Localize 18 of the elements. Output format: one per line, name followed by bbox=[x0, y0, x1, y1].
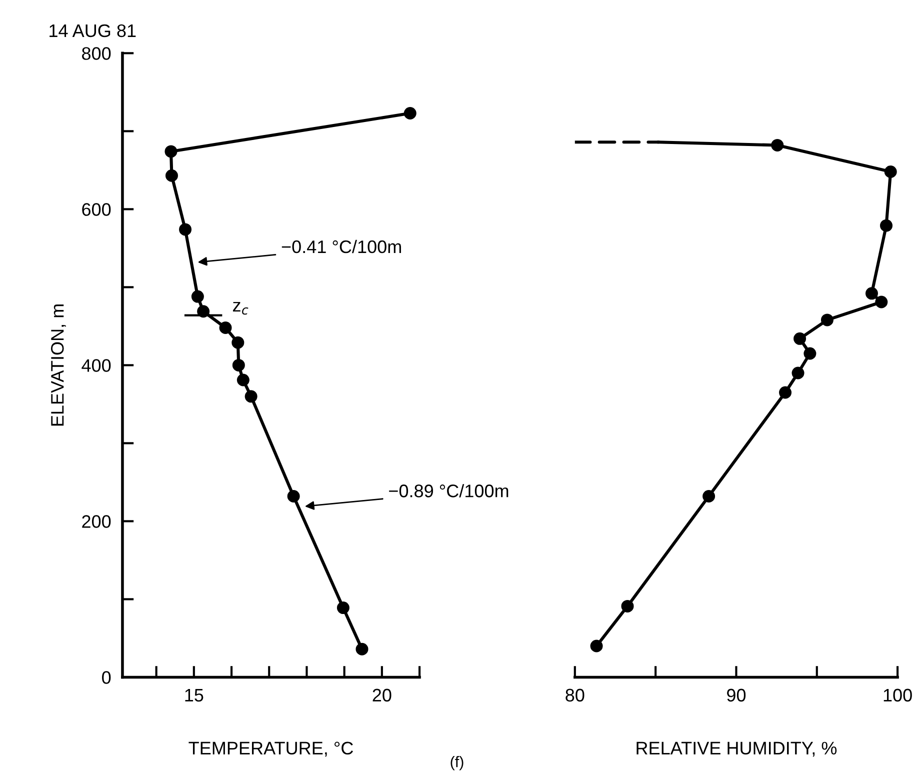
x-tick-label: 80 bbox=[566, 688, 584, 702]
y-axis-title: ELEVATION, m bbox=[51, 304, 66, 426]
y-tick-label: 600 bbox=[82, 203, 111, 216]
y-tick-label: 200 bbox=[82, 515, 111, 528]
y-tick-label: 400 bbox=[82, 359, 111, 372]
text: (f) bbox=[450, 756, 464, 770]
x-axis-title: TEMPERATURE, °C bbox=[188, 742, 354, 757]
x-axis-title: RELATIVE HUMIDITY, % bbox=[636, 742, 837, 757]
annotation: −0.89 °C/100m bbox=[389, 484, 508, 498]
x-tick-label: 100 bbox=[884, 688, 912, 702]
y-tick-label: 800 bbox=[82, 47, 111, 60]
x-tick-label: 20 bbox=[372, 688, 392, 702]
x-tick-label: 15 bbox=[185, 688, 204, 702]
chart-title: 14 AUG 81 bbox=[50, 24, 136, 38]
x-tick-label: 90 bbox=[727, 688, 746, 702]
y-tick-label: 0 bbox=[102, 671, 111, 684]
annotation: −0.41 °C/100m bbox=[282, 240, 401, 254]
annotation: z$_{c}$ bbox=[232, 302, 248, 315]
